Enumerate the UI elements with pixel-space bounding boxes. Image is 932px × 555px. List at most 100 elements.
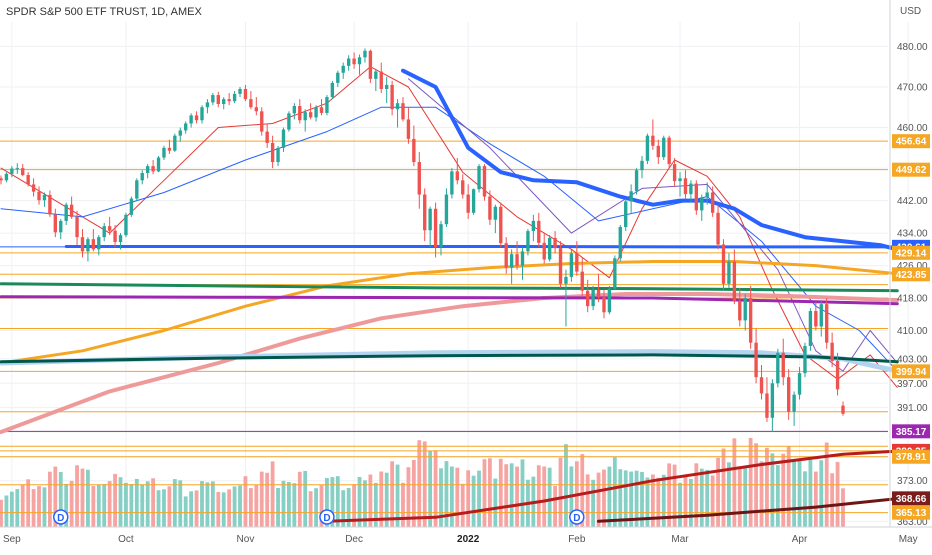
- volume-bar: [423, 441, 427, 527]
- candle-body: [358, 57, 361, 64]
- volume-bar: [86, 470, 90, 527]
- volume-bar: [510, 463, 514, 527]
- price-tick-label: 442.00: [897, 196, 928, 207]
- volume-bar: [37, 486, 41, 527]
- candle-body: [124, 215, 127, 235]
- volume-bar: [178, 480, 182, 527]
- candle-body: [581, 272, 584, 291]
- candle-body: [684, 178, 687, 194]
- volume-bar: [553, 486, 557, 527]
- price-tag-label: 365.13: [896, 508, 927, 519]
- price-tag[interactable]: 368.66: [892, 491, 930, 505]
- candle-body: [510, 254, 513, 267]
- volume-bar: [314, 488, 318, 527]
- candle-body: [418, 162, 421, 194]
- candle-body: [814, 311, 817, 326]
- candle-body: [26, 175, 29, 184]
- candle-body: [423, 195, 426, 231]
- volume-bar: [455, 468, 459, 527]
- volume-bar: [5, 496, 9, 528]
- candle-body: [798, 373, 801, 395]
- price-tag[interactable]: 399.94: [892, 364, 930, 378]
- volume-bar: [608, 467, 612, 527]
- price-tag[interactable]: 423.85: [892, 267, 930, 281]
- candle-body: [309, 112, 312, 117]
- volume-bar: [15, 489, 19, 527]
- price-tag[interactable]: 456.64: [892, 134, 930, 148]
- candle-body: [608, 289, 611, 313]
- volume-bar: [206, 482, 210, 527]
- volume-bar: [390, 461, 394, 527]
- price-tag-label: 378.91: [896, 452, 927, 463]
- candle: [667, 136, 670, 168]
- volume-bar: [26, 479, 30, 527]
- volume-bar: [466, 470, 470, 527]
- volume-bar: [515, 467, 519, 527]
- candle-body: [363, 51, 366, 57]
- candle-body: [754, 343, 757, 378]
- candle-body: [792, 395, 795, 412]
- price-tag[interactable]: 378.91: [892, 450, 930, 464]
- candle-body: [222, 99, 225, 104]
- volume-bar: [504, 464, 508, 527]
- candle-body: [646, 136, 649, 161]
- time-tick-label: Feb: [568, 534, 586, 545]
- volume-bar: [738, 469, 742, 527]
- candle-body: [532, 221, 535, 231]
- currency-label: USD: [900, 6, 921, 17]
- price-tick-label: 480.00: [897, 42, 928, 53]
- candle: [130, 197, 133, 217]
- candle-body: [651, 136, 654, 146]
- price-tick-label: 470.00: [897, 82, 928, 93]
- candle-body: [570, 253, 573, 277]
- time-tick-label: Apr: [792, 534, 808, 545]
- candle-body: [347, 59, 350, 66]
- volume-bar: [537, 465, 541, 527]
- volume-bar: [586, 474, 590, 527]
- price-tag[interactable]: 429.14: [892, 246, 930, 260]
- price-tag[interactable]: 449.62: [892, 163, 930, 177]
- candle-body: [92, 239, 95, 249]
- volume-bar: [559, 458, 563, 527]
- volume-bar: [716, 458, 720, 527]
- candle-body: [456, 171, 459, 180]
- volume-bar: [102, 484, 106, 527]
- candle-body: [711, 192, 714, 212]
- candle-body: [439, 224, 442, 247]
- time-tick-label: Oct: [118, 534, 134, 545]
- volume-bar: [711, 476, 715, 528]
- volume-bar: [678, 483, 682, 527]
- candle: [613, 255, 616, 290]
- time-tick-label: May: [899, 534, 918, 545]
- candle-body: [787, 377, 790, 412]
- candle-body: [825, 304, 828, 343]
- volume-bar: [108, 481, 112, 527]
- volume-bar: [0, 500, 3, 527]
- candle-body: [48, 195, 51, 214]
- candle-body: [173, 136, 176, 151]
- candle-body: [396, 103, 399, 109]
- candle-body: [287, 113, 290, 129]
- candle-body: [575, 253, 578, 271]
- volume-bar: [249, 488, 253, 527]
- volume-bar: [309, 491, 313, 527]
- price-tag[interactable]: 385.17: [892, 424, 930, 438]
- candle-body: [765, 393, 768, 417]
- candle-body: [483, 166, 486, 196]
- price-tag[interactable]: 365.13: [892, 506, 930, 520]
- candle-body: [738, 301, 741, 320]
- candle: [331, 81, 334, 99]
- candle-body: [461, 180, 464, 194]
- volume-bar: [477, 471, 481, 527]
- candle-body: [200, 107, 203, 120]
- candle-body: [613, 258, 616, 288]
- volume-bar: [265, 473, 269, 527]
- volume-bar: [211, 481, 215, 527]
- volume-bar: [765, 448, 769, 527]
- candle-body: [65, 205, 68, 221]
- volume-bar: [814, 472, 818, 527]
- candle-body: [466, 195, 469, 213]
- candle-body: [841, 406, 844, 414]
- volume-bar: [227, 489, 231, 527]
